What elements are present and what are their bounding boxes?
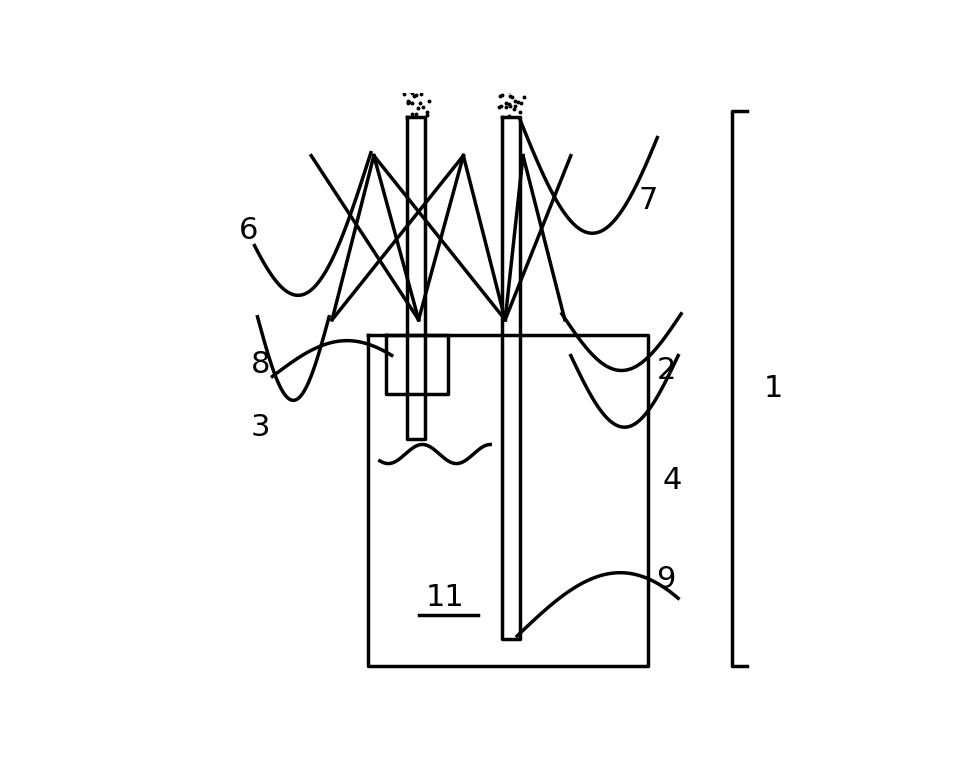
Text: 4: 4 <box>662 467 682 495</box>
Text: 8: 8 <box>250 350 270 379</box>
Text: 2: 2 <box>656 356 676 385</box>
Text: 1: 1 <box>764 374 783 403</box>
Text: 6: 6 <box>239 215 258 245</box>
Text: 11: 11 <box>426 583 465 611</box>
Text: 9: 9 <box>656 565 676 594</box>
Text: 7: 7 <box>639 186 658 215</box>
Text: 3: 3 <box>250 412 270 442</box>
